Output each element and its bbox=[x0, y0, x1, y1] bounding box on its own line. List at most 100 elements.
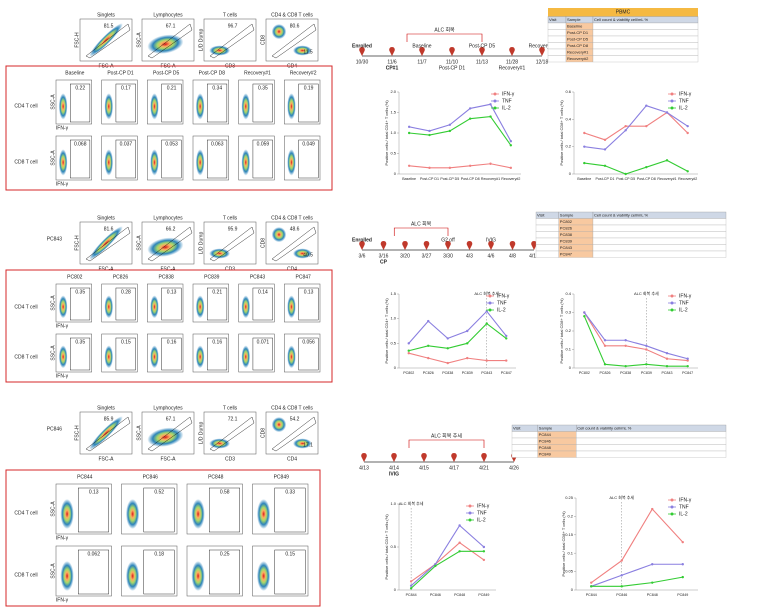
y-tick-label: 0.4 bbox=[565, 291, 571, 296]
gate-title: Singlets bbox=[97, 405, 115, 411]
x-tick-label: PC839 bbox=[641, 371, 652, 375]
data-point bbox=[407, 352, 410, 355]
data-point bbox=[583, 131, 586, 135]
cell-density bbox=[104, 345, 114, 369]
column-header: PC849 bbox=[274, 474, 290, 480]
cell-density bbox=[58, 93, 68, 120]
y-axis-label: FSC-H bbox=[74, 425, 80, 441]
table-cell bbox=[535, 231, 559, 239]
event-label: G2 off bbox=[441, 237, 455, 243]
gate-percent: 0.33 bbox=[285, 489, 295, 495]
table-cell bbox=[592, 218, 727, 226]
gate-percent: 0.037 bbox=[120, 141, 133, 147]
event-label: CP bbox=[380, 259, 388, 265]
cell-density bbox=[287, 295, 296, 319]
event-date: 3/27 bbox=[422, 253, 432, 259]
sample-pin bbox=[380, 240, 387, 250]
event-date: 3/30 bbox=[443, 253, 453, 259]
gate-percent: 0.13 bbox=[89, 489, 99, 495]
gate-percent: 0.15 bbox=[121, 339, 131, 345]
gate bbox=[161, 139, 182, 179]
cell-density bbox=[293, 438, 312, 449]
gate bbox=[161, 83, 182, 123]
series-line bbox=[583, 315, 688, 367]
table-cell bbox=[511, 437, 538, 445]
legend-label: IL-2 bbox=[679, 511, 688, 517]
data-point bbox=[427, 319, 430, 323]
data-point bbox=[681, 563, 684, 566]
data-point bbox=[620, 559, 623, 562]
x-tick-label: PC844 bbox=[586, 593, 597, 597]
y-tick-label: 0.4 bbox=[565, 116, 571, 121]
cell-density bbox=[209, 438, 231, 449]
x-axis-label: CD3 bbox=[225, 456, 235, 462]
table-cell-text: Recovery#2 bbox=[567, 56, 589, 61]
gate-title: Lymphocytes bbox=[153, 405, 183, 411]
gate bbox=[252, 139, 273, 179]
gate-title: T cells bbox=[223, 12, 238, 18]
sample-pin bbox=[531, 240, 537, 250]
series-line bbox=[410, 524, 485, 587]
column-header: PC846 bbox=[143, 474, 159, 480]
sample-pin bbox=[509, 46, 515, 56]
data-point bbox=[485, 359, 488, 362]
legend-label: TNF bbox=[502, 98, 512, 104]
data-point bbox=[458, 541, 461, 544]
event-label: Recovery#2 bbox=[529, 43, 556, 49]
gate-percent: 67.1 bbox=[166, 23, 176, 29]
data-point bbox=[468, 164, 472, 167]
y-tick-label: 0.5 bbox=[390, 151, 396, 156]
gate-percent: 0.28 bbox=[121, 289, 131, 295]
gate-percent: 40.5 bbox=[303, 252, 313, 258]
y-tick-label: 0 bbox=[571, 587, 574, 592]
table-header: Sample bbox=[539, 425, 553, 430]
cell-density bbox=[58, 295, 68, 319]
data-point bbox=[428, 133, 431, 137]
y-tick-label: 0 bbox=[569, 171, 572, 176]
y-tick-label: 0.5 bbox=[390, 340, 396, 345]
row-label: CD4 T cell bbox=[14, 510, 37, 516]
gate-percent: 17.1 bbox=[303, 442, 313, 448]
x-tick-label: PC843 bbox=[662, 371, 673, 375]
cell-density bbox=[60, 561, 74, 591]
x-tick-label: Post-CP D8 bbox=[461, 177, 480, 181]
gate bbox=[207, 139, 228, 179]
column-header: PC826 bbox=[113, 274, 129, 280]
gate-percent: 80.6 bbox=[290, 23, 300, 29]
y-axis-label: CD8 bbox=[260, 238, 266, 248]
gate-percent: 96.7 bbox=[228, 23, 238, 29]
series-line bbox=[591, 576, 683, 587]
x-tick-label: Post-CP D1 bbox=[420, 177, 439, 181]
data-point bbox=[505, 359, 508, 362]
event-date: 11/10 bbox=[446, 59, 458, 65]
cell-density bbox=[89, 23, 123, 57]
column-header: PC847 bbox=[296, 274, 312, 280]
y-axis-label: SSC-A bbox=[50, 501, 56, 517]
highlight-box bbox=[5, 469, 321, 607]
gate-percent: 85.9 bbox=[104, 416, 114, 422]
x-tick-label: Recovery#2 bbox=[678, 177, 697, 181]
gate-percent: 0.062 bbox=[87, 551, 100, 557]
table-header: Sample bbox=[567, 17, 581, 22]
data-point bbox=[603, 164, 607, 167]
gate-percent: 0.16 bbox=[167, 339, 177, 345]
gate bbox=[85, 23, 131, 59]
data-point bbox=[505, 334, 508, 338]
event-label: CP#1 bbox=[386, 65, 399, 71]
data-point bbox=[482, 545, 486, 549]
event-date: 4/17 bbox=[529, 253, 539, 259]
legend-label: IFN-γ bbox=[679, 91, 692, 97]
x-tick-label: PC848 bbox=[647, 593, 658, 597]
x-tick-label: PC849 bbox=[677, 593, 688, 597]
event-date: 4/21 bbox=[479, 465, 489, 471]
table-cell-text: PC843 bbox=[560, 245, 573, 250]
cell-density bbox=[241, 345, 251, 369]
x-tick-label: Post-CP D5 bbox=[616, 177, 635, 181]
cell-density bbox=[125, 499, 140, 529]
sample-pin bbox=[466, 240, 473, 250]
data-point bbox=[489, 103, 492, 106]
data-point bbox=[509, 166, 513, 170]
table-title: PBMC bbox=[616, 10, 631, 16]
y-axis-title: Positive cells / total CD4+ T cells (%) bbox=[384, 298, 389, 364]
